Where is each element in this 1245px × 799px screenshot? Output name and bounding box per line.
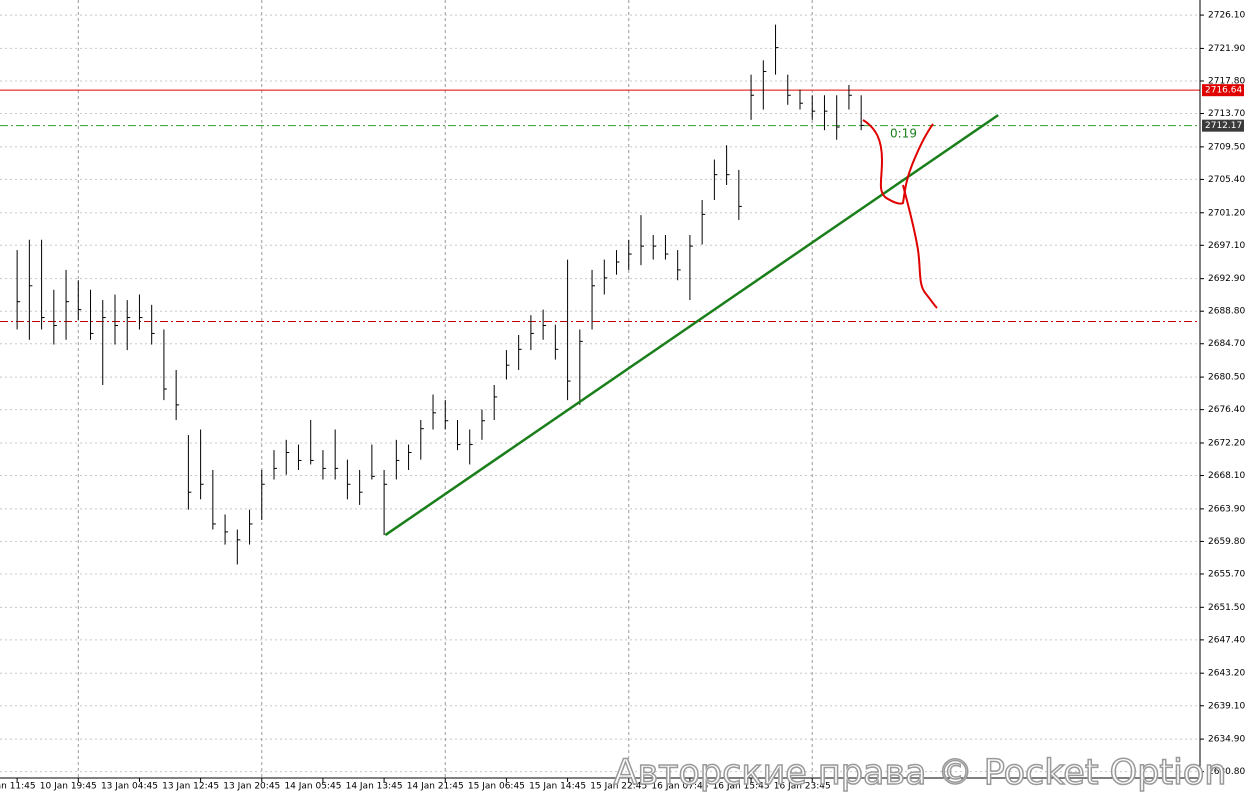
y-tick-label: 2692.90 xyxy=(1208,274,1245,284)
x-tick-label: 14 Jan 05:45 xyxy=(284,782,341,792)
x-tick-label: 16 Jan 07:45 xyxy=(651,782,708,792)
y-tick-label: 2726.10 xyxy=(1208,11,1245,21)
x-tick-label: 15 Jan 14:45 xyxy=(529,782,586,792)
y-tick-label: 2688.80 xyxy=(1208,307,1245,317)
y-tick-label: 2676.40 xyxy=(1208,405,1245,415)
x-tick-label: 14 Jan 21:45 xyxy=(407,782,464,792)
x-tick-label: 10 Jan 19:45 xyxy=(40,782,97,792)
y-tick-label: 2655.70 xyxy=(1208,569,1245,579)
freehand-drawing xyxy=(862,119,934,205)
watermark: Авторские права © Pocket Option xyxy=(614,753,1227,793)
x-tick-label: 13 Jan 20:45 xyxy=(223,782,280,792)
y-tick-label: 2713.70 xyxy=(1208,109,1245,119)
x-tick-label: 15 Jan 06:45 xyxy=(468,782,525,792)
grid xyxy=(0,0,1200,778)
marks xyxy=(0,24,1200,565)
y-tick-label: 2684.70 xyxy=(1208,339,1245,349)
y-tick-label: 2659.80 xyxy=(1208,537,1245,547)
x-tick-label: 15 Jan 22:45 xyxy=(590,782,647,792)
x-tick-label: 10 Jan 11:45 xyxy=(0,782,36,792)
y-tick-label: 2717.80 xyxy=(1208,76,1245,86)
y-tick-label: 2701.20 xyxy=(1208,208,1245,218)
y-tick-label: 2651.50 xyxy=(1208,603,1245,613)
x-tick-label: 16 Jan 23:45 xyxy=(774,782,831,792)
y-tick-label: 2680.50 xyxy=(1208,373,1245,383)
axes: 2726.10 2721.90 2717.80 2713.70 2709.50 2705.… xyxy=(0,11,1245,792)
x-tick-label: 13 Jan 12:45 xyxy=(162,782,219,792)
y-tick-label: 2721.90 xyxy=(1208,44,1245,54)
y-tick-label: 2643.20 xyxy=(1208,669,1245,679)
y-tick-label: 2639.10 xyxy=(1208,701,1245,711)
y-tick-label: 2672.20 xyxy=(1208,438,1245,448)
y-tick-label: 2630.80 xyxy=(1208,767,1245,777)
y-tick-label: 2634.90 xyxy=(1208,735,1245,745)
trendline xyxy=(384,114,999,537)
y-tick-label: 2705.40 xyxy=(1208,175,1245,185)
price-label: 2716.64 xyxy=(1205,86,1242,96)
y-tick-label: 2709.50 xyxy=(1208,142,1245,152)
y-tick-label: 2697.10 xyxy=(1208,241,1245,251)
x-tick-label: 14 Jan 13:45 xyxy=(346,782,403,792)
freehand-drawing xyxy=(902,184,938,309)
y-tick-label: 2668.10 xyxy=(1208,471,1245,481)
x-tick-label: 16 Jan 15:45 xyxy=(713,782,770,792)
x-tick-label: 13 Jan 04:45 xyxy=(101,782,158,792)
annotation: 0:19 xyxy=(890,127,917,141)
price-label: 2712.17 xyxy=(1205,121,1242,131)
y-tick-label: 2663.90 xyxy=(1208,504,1245,514)
y-tick-label: 2647.40 xyxy=(1208,635,1245,645)
price-label-box xyxy=(1202,84,1244,97)
price-label-box xyxy=(1202,119,1244,132)
